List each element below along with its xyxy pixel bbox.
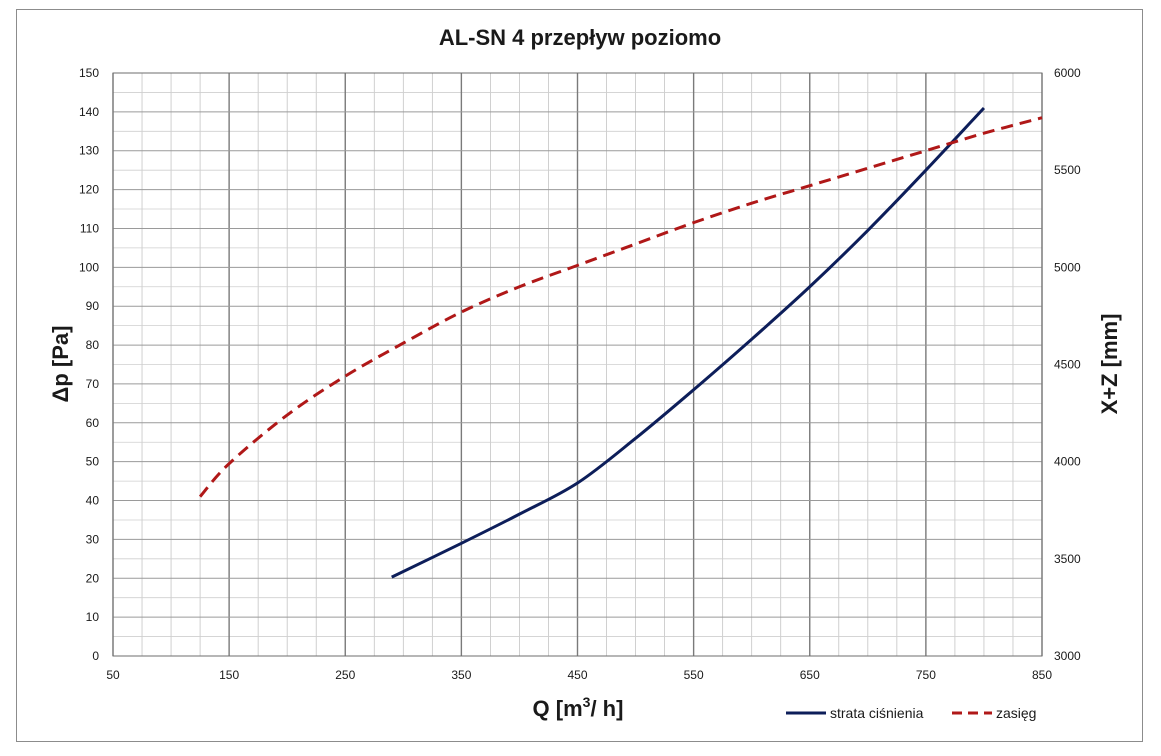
y-left-tick-label: 50 — [86, 455, 100, 469]
y-left-tick-label: 30 — [86, 532, 100, 546]
y-left-tick-label: 0 — [92, 649, 99, 663]
y-right-tick-label: 3000 — [1054, 649, 1081, 663]
y-left-tick-labels: 0 10 20 30 40 50 60 70 80 90 100 110 120 130 140 150 — [79, 66, 99, 663]
x-tick-label: 50 — [106, 668, 120, 682]
chart-title: AL-SN 4 przepływ poziomo — [439, 25, 721, 50]
x-tick-label: 650 — [800, 668, 820, 682]
x-tick-label: 250 — [335, 668, 355, 682]
x-tick-label: 350 — [451, 668, 471, 682]
x-tick-label: 150 — [219, 668, 239, 682]
y-left-tick-label: 120 — [79, 183, 99, 197]
y-right-tick-labels: 3000 3500 4000 4500 5000 5500 6000 — [1054, 66, 1081, 663]
y-right-tick-label: 5500 — [1054, 163, 1081, 177]
y-left-tick-label: 90 — [86, 299, 100, 313]
y-right-tick-label: 5000 — [1054, 260, 1081, 274]
x-tick-label: 450 — [567, 668, 587, 682]
y-left-tick-label: 110 — [80, 221, 99, 235]
y-left-tick-label: 40 — [86, 494, 100, 508]
x-axis-label-superscript: 3 — [583, 694, 591, 710]
y-left-tick-label: 10 — [86, 610, 100, 624]
y-left-tick-label: 70 — [86, 377, 100, 391]
y-right-tick-label: 6000 — [1054, 66, 1081, 80]
x-axis-label-main: Q [m — [533, 696, 583, 721]
plot-area-border — [112, 72, 1043, 657]
x-tick-label: 850 — [1032, 668, 1052, 682]
series-layer — [198, 106, 1043, 579]
y-left-tick-label: 20 — [86, 571, 100, 585]
x-axis-label-tail: / h] — [590, 696, 623, 721]
x-tick-label: 550 — [684, 668, 704, 682]
x-tick-labels: 50 150 250 350 450 550 650 750 850 — [106, 668, 1052, 682]
x-tick-label: 750 — [916, 668, 936, 682]
y-left-tick-label: 150 — [79, 66, 99, 80]
y-right-axis-label: X+Z [mm] — [1097, 314, 1122, 415]
series-line-strata — [391, 106, 986, 579]
y-left-tick-label: 140 — [79, 105, 99, 119]
y-right-tick-label: 4000 — [1054, 455, 1081, 469]
legend-label-zasieg: zasięg — [996, 705, 1036, 721]
x-axis-label: Q [m3/ h] — [533, 694, 624, 721]
legend: strata ciśnienia zasięg — [786, 705, 1036, 721]
series-line-zasieg — [198, 116, 1043, 498]
y-right-tick-label: 4500 — [1054, 358, 1081, 372]
legend-label-strata: strata ciśnienia — [830, 705, 924, 721]
y-left-tick-label: 130 — [79, 144, 99, 158]
y-right-tick-label: 3500 — [1054, 552, 1081, 566]
y-left-axis-label: Δp [Pa] — [48, 326, 73, 403]
y-left-tick-label: 60 — [86, 416, 100, 430]
y-left-tick-label: 100 — [79, 260, 99, 274]
y-left-tick-label: 80 — [86, 338, 100, 352]
